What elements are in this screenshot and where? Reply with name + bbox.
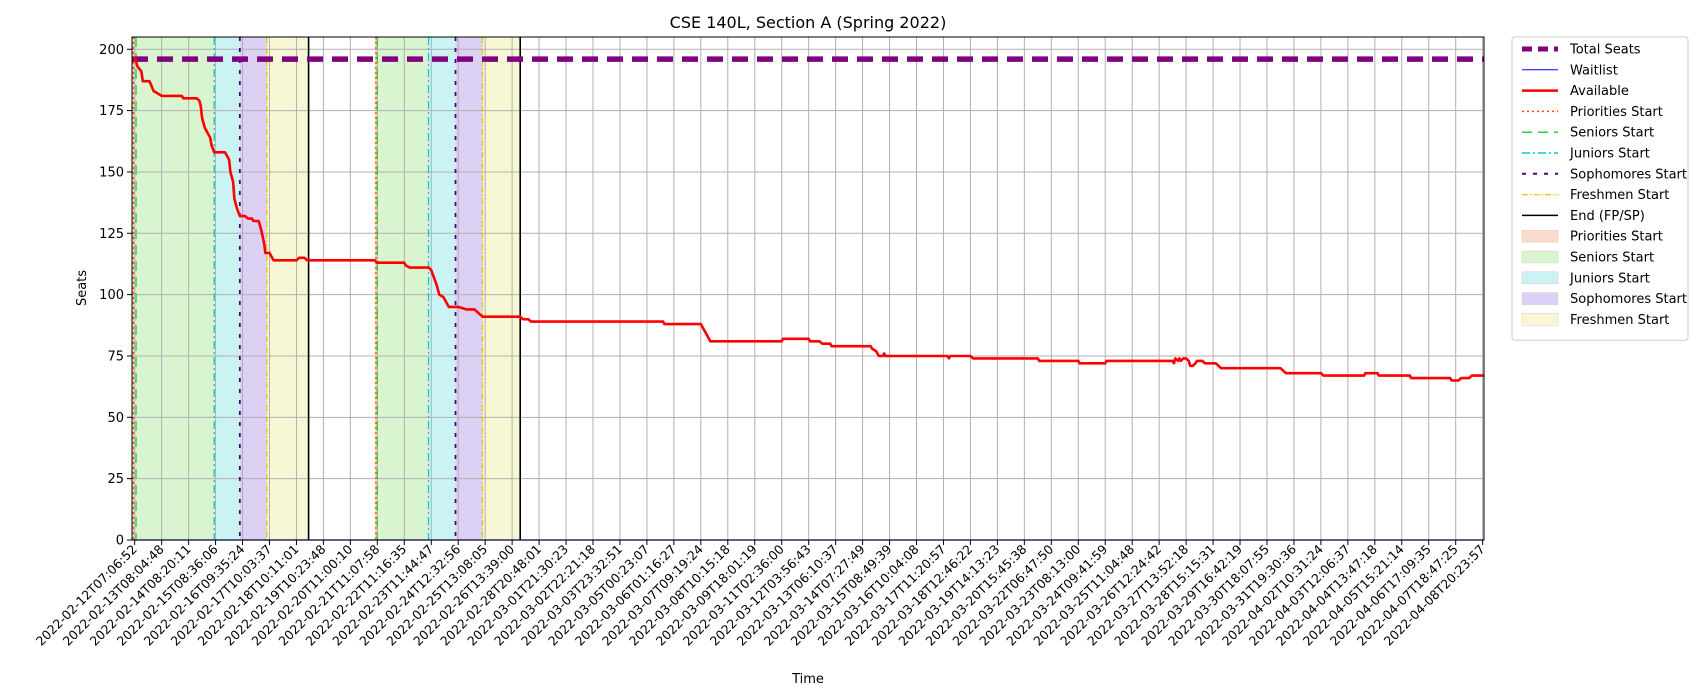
phase-band-seniors-start bbox=[136, 37, 215, 540]
phase-band-freshmen-start bbox=[266, 37, 309, 540]
legend-label: Priorities Start bbox=[1570, 230, 1663, 245]
y-tick-label: 125 bbox=[99, 227, 124, 242]
legend-label: Juniors Start bbox=[1569, 271, 1650, 286]
legend-label: Sophomores Start bbox=[1570, 292, 1687, 307]
x-axis-label: Time bbox=[791, 672, 824, 687]
y-tick-label: 25 bbox=[107, 472, 124, 487]
phase-band-juniors-start bbox=[214, 37, 240, 540]
legend-label: Juniors Start bbox=[1569, 147, 1650, 162]
legend-label: End (FP/SP) bbox=[1570, 209, 1645, 224]
legend-patch-sophomores-start bbox=[1521, 292, 1559, 305]
phase-bands bbox=[132, 37, 521, 540]
y-tick-label: 50 bbox=[107, 411, 124, 426]
y-tick-label: 150 bbox=[99, 165, 124, 180]
legend-label: Waitlist bbox=[1570, 63, 1618, 78]
y-tick-label: 75 bbox=[107, 349, 124, 364]
plot-frame bbox=[131, 36, 1485, 541]
y-tick-label: 200 bbox=[99, 43, 124, 58]
legend: Total Seats Waitlist Available Priorities S… bbox=[1511, 36, 1689, 341]
legend-label: Total Seats bbox=[1569, 43, 1641, 58]
phase-band-seniors-start bbox=[377, 37, 429, 540]
y-axis: 0 25 50 75 100 125 150 175 200 bbox=[99, 43, 132, 549]
y-tick-label: 0 bbox=[116, 534, 124, 549]
legend-label: Freshmen Start bbox=[1570, 313, 1669, 328]
legend-label: Priorities Start bbox=[1570, 105, 1663, 120]
legend-label: Seniors Start bbox=[1570, 126, 1654, 141]
phase-band-juniors-start bbox=[428, 37, 456, 540]
series-available-line bbox=[133, 56, 1484, 382]
phase-band-sophomores-start bbox=[455, 37, 483, 540]
grid-lines bbox=[132, 37, 1484, 541]
legend-label: Freshmen Start bbox=[1570, 188, 1669, 203]
phase-band-sophomores-start bbox=[239, 37, 267, 540]
phase-band-priorities-start bbox=[132, 37, 137, 540]
legend-box bbox=[1511, 36, 1689, 341]
legend-label: Seniors Start bbox=[1570, 251, 1654, 266]
phase-band-freshmen-start bbox=[482, 37, 521, 540]
chart-title: CSE 140L, Section A (Spring 2022) bbox=[670, 13, 947, 32]
legend-patch-priorities-start bbox=[1521, 229, 1559, 243]
y-axis-label: Seats bbox=[75, 270, 90, 306]
legend-patch-freshmen-start bbox=[1521, 313, 1559, 326]
phase-start-lines bbox=[132, 37, 522, 540]
legend-patch-seniors-start bbox=[1521, 250, 1559, 264]
y-tick-label: 100 bbox=[99, 288, 124, 303]
legend-patch-juniors-start bbox=[1521, 271, 1559, 285]
x-axis: 2022-02-12T07:06:522022-02-13T08:04:4820… bbox=[33, 540, 1488, 649]
y-tick-label: 175 bbox=[99, 104, 124, 119]
legend-label: Available bbox=[1570, 84, 1629, 99]
legend-label: Sophomores Start bbox=[1570, 167, 1687, 182]
